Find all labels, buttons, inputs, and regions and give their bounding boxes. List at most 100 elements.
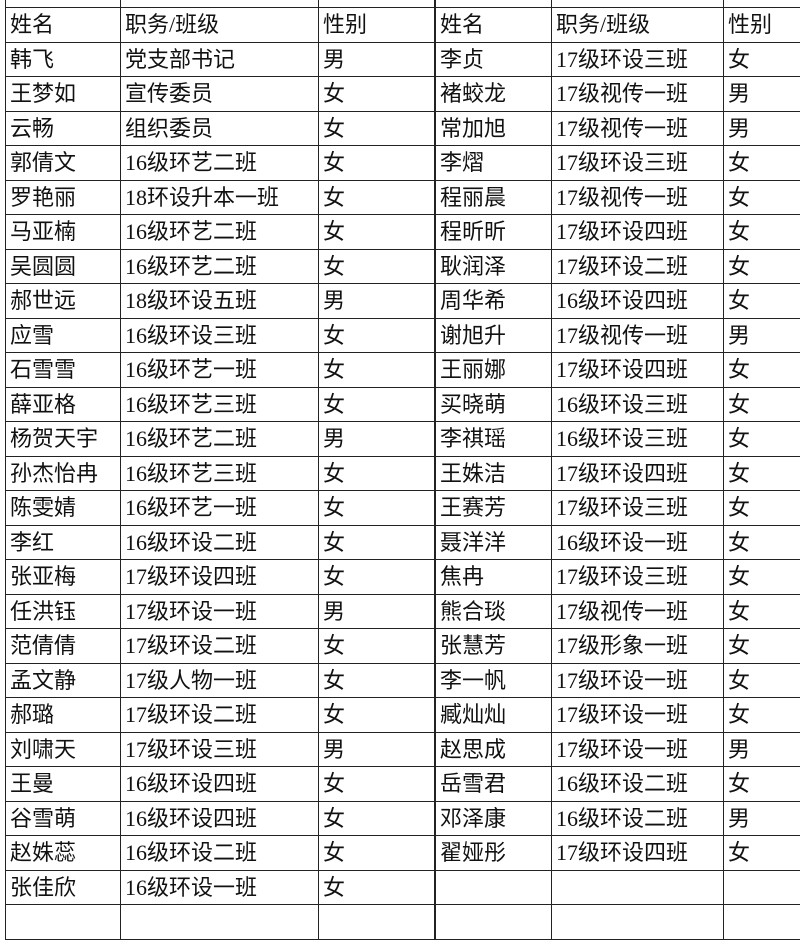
left-cell-name[interactable]: 王梦如: [5, 77, 121, 112]
left-cell-position-class[interactable]: 党支部书记: [121, 42, 319, 77]
right-cell-gender[interactable]: 女: [724, 181, 800, 215]
empty-cell[interactable]: [5, 905, 121, 940]
right-cell-name[interactable]: 岳雪君: [436, 767, 552, 802]
left-cell-gender[interactable]: 女: [319, 767, 436, 802]
right-cell-position-class[interactable]: 17级环设三班: [552, 146, 724, 181]
empty-cell[interactable]: [552, 0, 724, 8]
right-cell-position-class[interactable]: 17级环设三班: [552, 42, 724, 77]
right-cell-name[interactable]: 李祺瑶: [436, 422, 552, 457]
right-cell-name[interactable]: 谢旭升: [436, 318, 552, 353]
left-cell-gender[interactable]: 男: [319, 284, 436, 319]
right-cell-name[interactable]: 程昕昕: [436, 215, 552, 250]
left-cell-gender[interactable]: 女: [319, 560, 436, 595]
right-cell-gender[interactable]: 女: [724, 353, 800, 388]
left-cell-name[interactable]: 孟文静: [5, 663, 121, 698]
left-cell-name[interactable]: 韩飞: [5, 42, 121, 77]
left-cell-name[interactable]: 杨贺天宇: [5, 422, 121, 457]
right-cell-position-class[interactable]: 16级环设三班: [552, 387, 724, 422]
left-cell-name[interactable]: 薛亚格: [5, 387, 121, 422]
right-cell-gender[interactable]: 男: [724, 733, 800, 767]
left-cell-position-class[interactable]: 17级环设四班: [121, 560, 319, 595]
empty-cell[interactable]: [436, 870, 552, 905]
left-cell-position-class[interactable]: 16级环艺一班: [121, 491, 319, 526]
right-cell-position-class[interactable]: 17级视传一班: [552, 180, 724, 215]
left-cell-gender[interactable]: 女: [319, 111, 436, 146]
right-cell-gender[interactable]: 女: [724, 215, 800, 250]
left-cell-gender[interactable]: 女: [319, 836, 436, 871]
left-cell-position-class[interactable]: 16级环设二班: [121, 836, 319, 871]
left-cell-position-class[interactable]: 16级环设一班: [121, 870, 319, 905]
right-cell-gender[interactable]: 女: [724, 250, 800, 284]
left-cell-gender[interactable]: 女: [319, 215, 436, 250]
empty-cell[interactable]: [121, 0, 319, 8]
left-cell-position-class[interactable]: 18级环设五班: [121, 284, 319, 319]
right-cell-name[interactable]: 王姝洁: [436, 456, 552, 491]
right-cell-position-class[interactable]: 17级环设一班: [552, 663, 724, 698]
right-cell-position-class[interactable]: 17级环设三班: [552, 560, 724, 595]
right-cell-name[interactable]: 程丽晨: [436, 180, 552, 215]
left-cell-position-class[interactable]: 16级环艺二班: [121, 215, 319, 250]
right-cell-name[interactable]: 邓泽康: [436, 801, 552, 836]
left-cell-position-class[interactable]: 17级环设三班: [121, 732, 319, 767]
right-cell-name[interactable]: 李熠: [436, 146, 552, 181]
left-cell-name[interactable]: 赵姝蕊: [5, 836, 121, 871]
left-cell-gender[interactable]: 女: [319, 629, 436, 664]
right-cell-position-class[interactable]: 17级视传一班: [552, 77, 724, 112]
right-cell-position-class[interactable]: 17级视传一班: [552, 594, 724, 629]
right-cell-gender[interactable]: 女: [724, 422, 800, 457]
left-cell-gender[interactable]: 女: [319, 801, 436, 836]
right-cell-gender[interactable]: 女: [724, 595, 800, 629]
left-cell-gender[interactable]: 女: [319, 146, 436, 181]
left-cell-name[interactable]: 谷雪萌: [5, 801, 121, 836]
left-cell-name[interactable]: 范倩倩: [5, 629, 121, 664]
empty-cell[interactable]: [319, 0, 436, 8]
left-cell-position-class[interactable]: 16级环设四班: [121, 767, 319, 802]
right-cell-position-class[interactable]: 17级环设四班: [552, 353, 724, 388]
right-cell-gender[interactable]: 男: [724, 319, 800, 353]
right-cell-gender[interactable]: 女: [724, 698, 800, 733]
right-cell-position-class[interactable]: 17级视传一班: [552, 111, 724, 146]
right-cell-gender[interactable]: 女: [724, 526, 800, 560]
left-cell-position-class[interactable]: 16级环艺二班: [121, 146, 319, 181]
right-cell-name[interactable]: 耿润泽: [436, 249, 552, 284]
left-cell-position-class[interactable]: 18环设升本一班: [121, 180, 319, 215]
right-cell-name[interactable]: 焦冉: [436, 560, 552, 595]
right-cell-position-class[interactable]: 17级环设二班: [552, 249, 724, 284]
left-cell-gender[interactable]: 女: [319, 387, 436, 422]
right-cell-position-class[interactable]: 17级环设一班: [552, 698, 724, 733]
left-cell-gender[interactable]: 女: [319, 180, 436, 215]
right-cell-position-class[interactable]: 17级环设四班: [552, 215, 724, 250]
header-name[interactable]: 姓名: [436, 8, 552, 43]
left-cell-name[interactable]: 郭倩文: [5, 146, 121, 181]
right-cell-position-class[interactable]: 16级环设二班: [552, 801, 724, 836]
left-cell-name[interactable]: 郝璐: [5, 698, 121, 733]
right-cell-name[interactable]: 聂洋洋: [436, 525, 552, 560]
left-cell-name[interactable]: 任洪钰: [5, 594, 121, 629]
right-cell-gender[interactable]: 男: [724, 77, 800, 112]
right-cell-name[interactable]: 张慧芳: [436, 629, 552, 664]
right-cell-position-class[interactable]: 17级环设三班: [552, 491, 724, 526]
left-cell-name[interactable]: 云畅: [5, 111, 121, 146]
right-cell-position-class[interactable]: 16级环设四班: [552, 284, 724, 319]
left-cell-position-class[interactable]: 17级环设一班: [121, 594, 319, 629]
right-cell-position-class[interactable]: 17级环设四班: [552, 456, 724, 491]
left-cell-gender[interactable]: 女: [319, 525, 436, 560]
left-cell-position-class[interactable]: 16级环艺三班: [121, 387, 319, 422]
left-cell-name[interactable]: 刘啸天: [5, 732, 121, 767]
right-cell-name[interactable]: 周华希: [436, 284, 552, 319]
left-cell-position-class[interactable]: 宣传委员: [121, 77, 319, 112]
right-cell-gender[interactable]: 男: [724, 802, 800, 836]
left-cell-gender[interactable]: 男: [319, 732, 436, 767]
left-cell-name[interactable]: 孙杰怡冉: [5, 456, 121, 491]
left-cell-name[interactable]: 陈雯婧: [5, 491, 121, 526]
empty-cell[interactable]: [552, 870, 724, 905]
right-cell-name[interactable]: 臧灿灿: [436, 698, 552, 733]
right-cell-name[interactable]: 买晓萌: [436, 387, 552, 422]
right-cell-gender[interactable]: 女: [724, 43, 800, 77]
left-cell-gender[interactable]: 女: [319, 870, 436, 905]
right-cell-gender[interactable]: 女: [724, 664, 800, 698]
left-cell-name[interactable]: 张亚梅: [5, 560, 121, 595]
left-cell-name[interactable]: 吴圆圆: [5, 249, 121, 284]
left-cell-gender[interactable]: 女: [319, 456, 436, 491]
left-cell-name[interactable]: 张佳欣: [5, 870, 121, 905]
